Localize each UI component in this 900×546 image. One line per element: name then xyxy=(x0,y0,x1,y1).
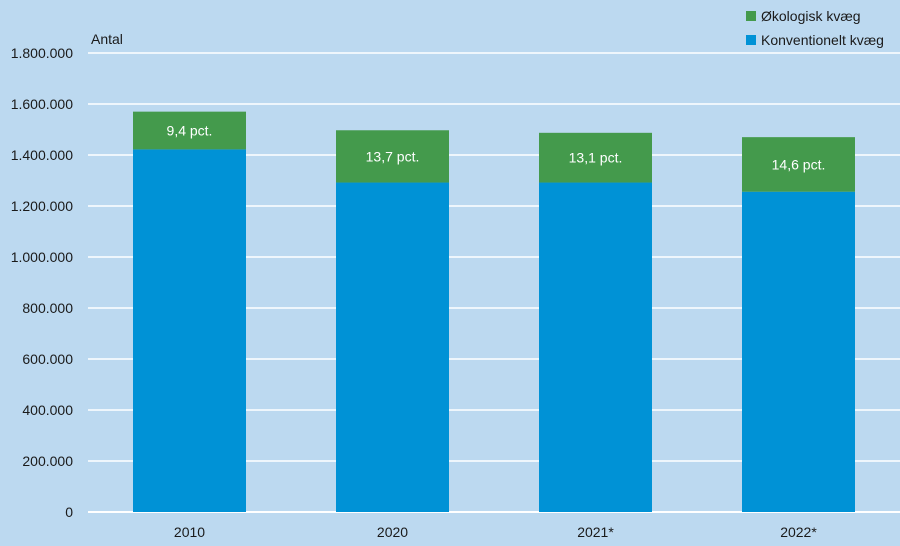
x-tick-label: 2021* xyxy=(577,524,614,540)
data-label: 9,4 pct. xyxy=(167,123,213,139)
y-tick-label: 1.000.000 xyxy=(11,249,73,265)
y-axis-title: Antal xyxy=(91,31,123,47)
y-tick-label: 600.000 xyxy=(22,351,73,367)
data-label: 13,1 pct. xyxy=(569,150,623,166)
x-tick-label: 2020 xyxy=(377,524,408,540)
data-label: 13,7 pct. xyxy=(366,148,420,164)
y-tick-label: 800.000 xyxy=(22,300,73,316)
bar-okologisk xyxy=(336,130,449,183)
legend-label: Økologisk kvæg xyxy=(761,8,861,24)
legend-swatch xyxy=(746,35,756,45)
bar-okologisk xyxy=(133,111,246,150)
y-tick-label: 1.400.000 xyxy=(11,147,73,163)
legend-label: Konventionelt kvæg xyxy=(761,32,884,48)
labels: 0 200.000 400.000 600.000 800.000 1.000.000 1.… xyxy=(11,45,826,540)
bars xyxy=(133,111,855,513)
data-label: 14,6 pct. xyxy=(772,156,826,172)
y-tick-label: 400.000 xyxy=(22,402,73,418)
y-tick-label: 0 xyxy=(65,504,73,520)
bar-okologisk xyxy=(539,132,652,183)
y-tick-label: 1.800.000 xyxy=(11,45,73,61)
bar-konventionelt xyxy=(742,191,855,512)
y-tick-label: 200.000 xyxy=(22,453,73,469)
bar-konventionelt xyxy=(336,182,449,513)
legend: Økologisk kvæg Konventionelt kvæg xyxy=(746,8,884,48)
bar-konventionelt xyxy=(133,149,246,512)
legend-swatch xyxy=(746,11,756,21)
x-tick-label: 2022* xyxy=(780,524,817,540)
x-tick-label: 2010 xyxy=(174,524,205,540)
bar-okologisk xyxy=(742,137,855,192)
bar-konventionelt xyxy=(539,182,652,513)
y-tick-label: 1.200.000 xyxy=(11,198,73,214)
y-tick-label: 1.600.000 xyxy=(11,96,73,112)
